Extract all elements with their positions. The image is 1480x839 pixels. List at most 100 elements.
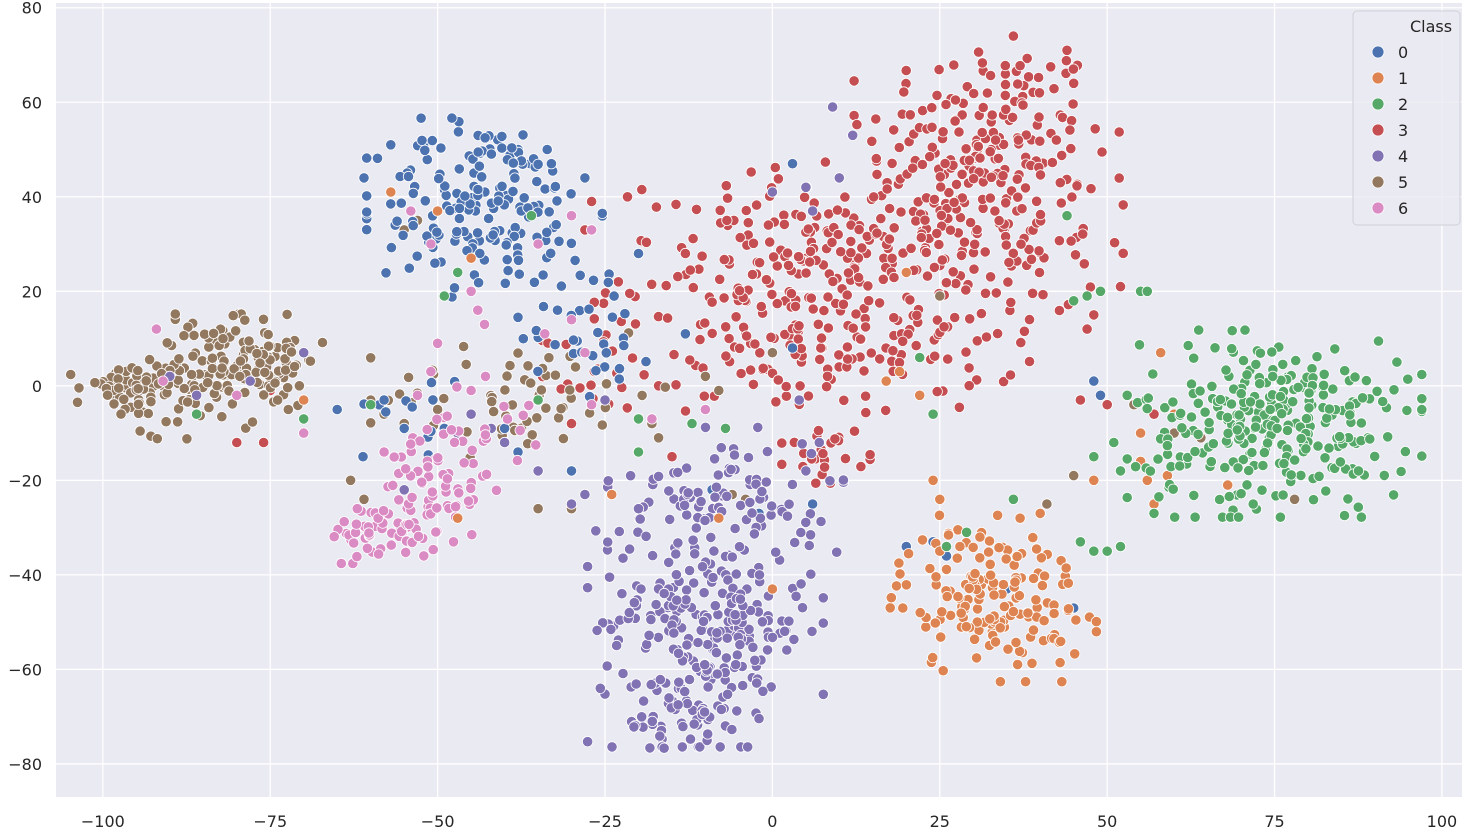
data-point [440, 189, 452, 201]
data-point [539, 183, 551, 195]
data-point [115, 408, 127, 420]
data-point [803, 539, 815, 552]
data-point [786, 478, 799, 491]
data-point [632, 247, 645, 260]
data-point [873, 297, 886, 309]
data-point [931, 227, 943, 239]
data-point [721, 688, 734, 700]
data-point [786, 158, 799, 170]
data-point [721, 632, 733, 644]
data-point [636, 389, 648, 401]
data-point [590, 365, 602, 377]
data-point [203, 401, 215, 414]
data-point [900, 64, 912, 77]
data-point [1121, 453, 1133, 465]
data-point [734, 593, 747, 605]
x-tick-label: 75 [1264, 812, 1284, 831]
data-point [745, 166, 757, 178]
data-point [753, 569, 766, 581]
data-point [623, 606, 635, 619]
data-point [976, 126, 988, 139]
data-point [1017, 99, 1029, 111]
data-point [1077, 228, 1089, 240]
data-point [746, 268, 759, 281]
data-point [452, 266, 464, 278]
data-point [393, 494, 405, 506]
data-point [1161, 439, 1174, 452]
data-point [613, 525, 625, 538]
data-point [406, 401, 418, 413]
data-point [282, 382, 294, 394]
data-point [710, 481, 723, 493]
data-point [1002, 643, 1014, 655]
data-point [644, 742, 656, 754]
y-tick-label: −40 [8, 566, 42, 585]
data-point [499, 384, 511, 396]
data-point [1062, 577, 1074, 589]
data-point [150, 323, 162, 335]
data-point [690, 203, 703, 215]
data-point [683, 564, 696, 577]
data-point [1027, 287, 1039, 299]
data-point [699, 514, 711, 527]
data-point [539, 328, 551, 340]
data-point [460, 358, 472, 370]
data-point [1088, 375, 1100, 387]
data-point [1226, 325, 1238, 337]
data-point [904, 294, 916, 306]
data-point [507, 185, 519, 197]
data-point [767, 251, 780, 263]
data-point [1220, 364, 1232, 376]
data-point [742, 741, 754, 753]
data-point [617, 552, 629, 564]
data-point [421, 154, 433, 166]
data-point [817, 617, 829, 629]
data-point [1399, 445, 1412, 458]
data-point [216, 411, 228, 423]
data-point [928, 261, 941, 273]
data-point [926, 102, 938, 114]
data-point [1117, 247, 1129, 259]
data-point [1034, 209, 1047, 221]
data-point [734, 639, 746, 651]
data-point [496, 180, 508, 192]
data-point [794, 380, 806, 392]
data-point [1152, 453, 1164, 465]
data-point [680, 594, 692, 606]
data-point [781, 247, 794, 259]
data-point [393, 388, 406, 400]
data-point [1391, 356, 1403, 368]
data-point [1007, 247, 1019, 259]
data-point [821, 370, 834, 382]
data-point [1225, 398, 1238, 410]
data-point [1121, 389, 1133, 401]
data-point [712, 469, 724, 481]
data-point [871, 227, 883, 239]
legend-marker-5 [1371, 175, 1385, 189]
data-point [478, 318, 491, 330]
data-point [845, 247, 857, 259]
data-point [708, 453, 721, 465]
data-point [541, 143, 553, 156]
legend-marker-4 [1371, 149, 1385, 163]
data-point [377, 505, 390, 517]
data-point [427, 394, 439, 406]
data-point [1036, 579, 1049, 592]
data-point [1071, 180, 1083, 192]
data-point [810, 477, 822, 489]
data-point [822, 291, 834, 303]
data-point [1416, 393, 1428, 405]
y-tick-label: 80 [22, 0, 42, 18]
data-point [1303, 387, 1315, 399]
data-point [357, 451, 369, 463]
data-point [380, 267, 392, 279]
data-point [953, 401, 966, 413]
data-point [335, 557, 347, 570]
data-point [1254, 398, 1266, 410]
data-point [567, 334, 580, 346]
data-point [761, 644, 774, 656]
data-point [766, 186, 779, 198]
data-point [968, 87, 980, 100]
data-point [1199, 406, 1211, 418]
data-point [606, 311, 619, 323]
